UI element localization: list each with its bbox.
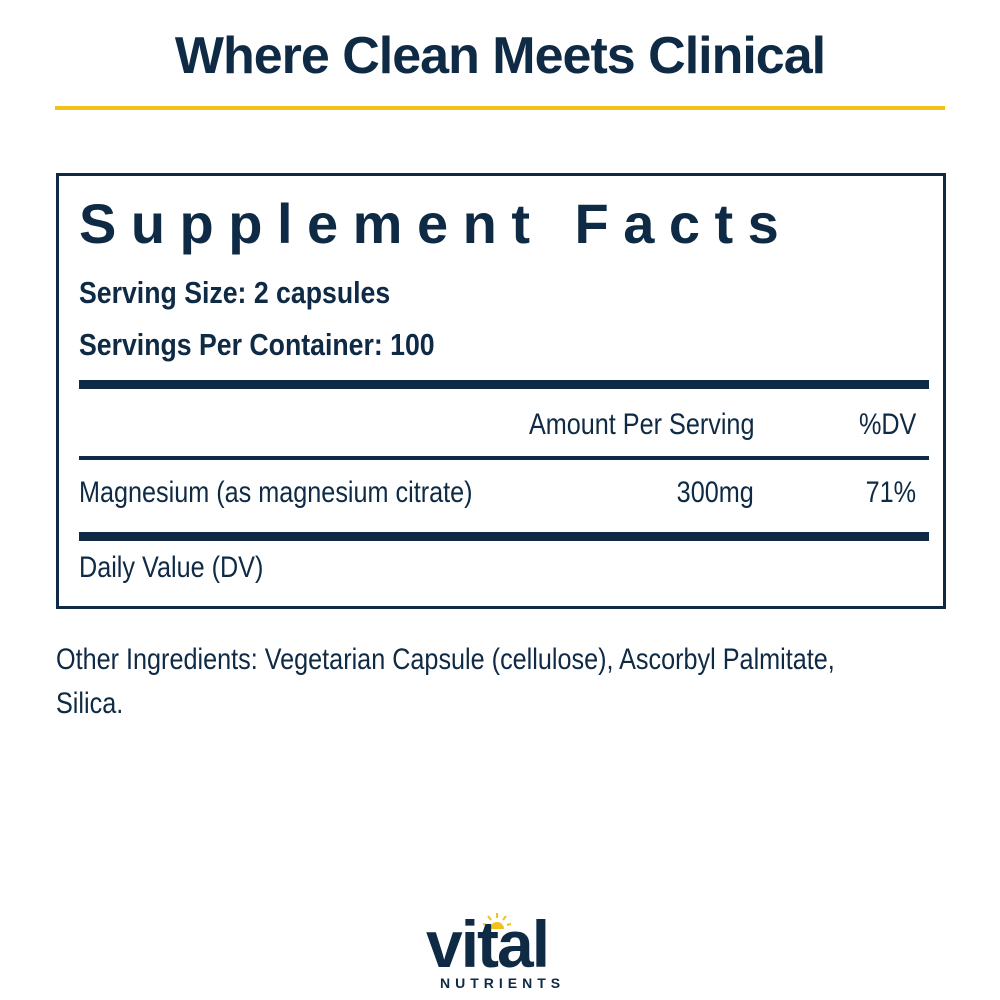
other-ingredients-line2: Silica.	[56, 687, 124, 720]
daily-value-footnote: Daily Value (DV)	[79, 551, 264, 584]
servings-per-container: Servings Per Container: 100	[79, 327, 435, 362]
ingredient-dv: 71%	[865, 476, 916, 509]
vital-nutrients-logo: vital NUTRIENTS	[420, 905, 580, 995]
gold-divider	[55, 106, 945, 110]
sun-icon	[482, 913, 512, 929]
column-header-dv: %DV	[858, 408, 916, 441]
supplement-facts-panel: Supplement Facts Serving Size: 2 capsule…	[56, 173, 946, 609]
ingredient-name: Magnesium (as magnesium citrate)	[79, 476, 473, 509]
logo-subtitle: NUTRIENTS	[440, 975, 566, 991]
divider-thick	[79, 380, 929, 389]
divider-thin	[79, 456, 929, 460]
logo-wordmark: vital	[426, 907, 550, 981]
divider-thick	[79, 532, 929, 541]
serving-size: Serving Size: 2 capsules	[79, 275, 391, 310]
other-ingredients-line1: Other Ingredients: Vegetarian Capsule (c…	[56, 643, 835, 676]
other-ingredients: Other Ingredients: Vegetarian Capsule (c…	[56, 638, 896, 726]
headline: Where Clean Meets Clinical	[174, 27, 826, 85]
ingredient-amount: 300mg	[676, 476, 754, 509]
column-header-amount: Amount Per Serving	[528, 408, 754, 441]
facts-title: Supplement Facts	[79, 192, 794, 255]
